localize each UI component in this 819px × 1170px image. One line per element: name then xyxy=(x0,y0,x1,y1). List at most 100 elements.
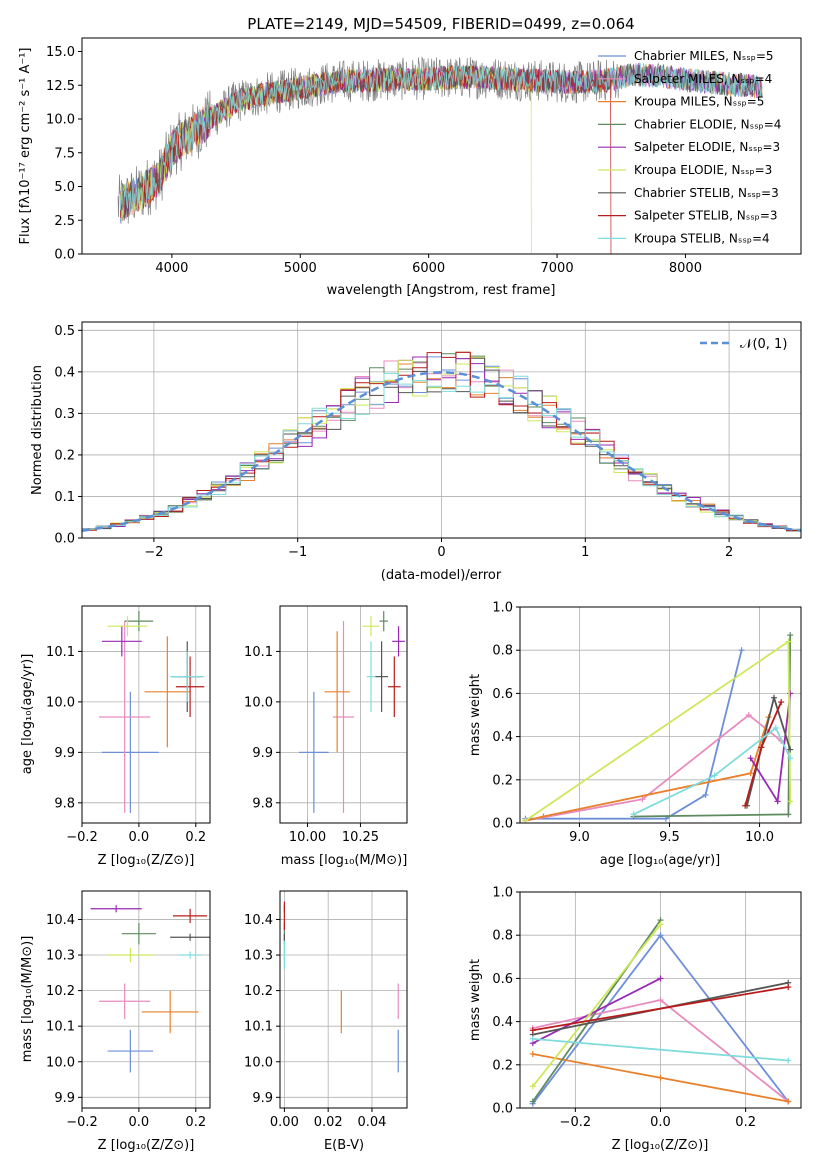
age-vs-metallicity-frame xyxy=(81,605,211,824)
y-tick-label: 0.1 xyxy=(54,490,75,505)
weight-vs-metallicity-ylabel: mass weight xyxy=(468,959,483,1041)
weight-vs-age-panel: 9.0 9.5 10.0 0.0 0.2 0.4 0.6 0.8 1.0 age [log₁₀(… xyxy=(468,601,802,868)
y-tick-label: 10.3 xyxy=(46,949,75,964)
mass-vs-extinction-axes: 0.00 0.02 0.04 9.9 10.0 10.1 10.2 10.3 10.4 xyxy=(244,891,407,1130)
x-tick-label: −0.2 xyxy=(66,830,98,845)
x-tick-label: 9.0 xyxy=(569,830,590,845)
legend-label: Kroupa MILES, Nₛₛₚ=5 xyxy=(634,95,764,109)
y-tick-label: 0.4 xyxy=(492,730,513,745)
y-tick-label: 15.0 xyxy=(46,45,75,60)
y-tick-label: 12.5 xyxy=(46,79,75,94)
y-tick-label: 10.1 xyxy=(46,1020,75,1035)
y-tick-label: 10.0 xyxy=(46,113,75,128)
x-tick-label: 6000 xyxy=(412,261,445,276)
x-tick-label: −1 xyxy=(288,545,307,560)
y-tick-label: 0.2 xyxy=(492,1058,513,1073)
y-tick-label: 0.6 xyxy=(492,972,513,987)
mass-vs-metallicity-ylabel: mass [log₁₀(M/M⊙)] xyxy=(20,936,35,1063)
mass-vs-metallicity-frame xyxy=(81,890,211,1109)
weight-vs-age-xlabel: age [log₁₀(age/yr)] xyxy=(600,853,721,868)
x-tick-label: 0.00 xyxy=(270,1115,299,1130)
age-vs-metallicity-xlabel: Z [log₁₀(Z/Z⊙)] xyxy=(98,853,195,868)
y-tick-label: 10.4 xyxy=(244,913,273,928)
weight-line xyxy=(532,923,662,1087)
spectrum-frame xyxy=(81,37,802,255)
y-tick-label: 0.4 xyxy=(492,1015,513,1030)
residual-axes: −2 −1 0 1 2 0.0 0.1 0.2 0.3 0.4 0.5 xyxy=(54,322,801,560)
x-tick-label: 7000 xyxy=(541,261,574,276)
x-tick-label: 2 xyxy=(725,545,733,560)
legend-label: Salpeter ELODIE, Nₛₛₚ=3 xyxy=(634,140,780,154)
y-tick-label: 10.4 xyxy=(46,913,75,928)
spectrum-legend: Chabrier MILES, Nₛₛₚ=5 Salpeter MILES, Nₛ… xyxy=(598,49,781,245)
y-tick-label: 9.8 xyxy=(252,796,273,811)
residual-legend: 𝒩(0, 1) xyxy=(700,337,787,352)
weight-line xyxy=(525,649,743,820)
weight-line xyxy=(532,977,661,1045)
legend-label: Chabrier ELODIE, Nₛₛₚ=4 xyxy=(634,117,781,131)
x-tick-label: 5000 xyxy=(284,261,317,276)
x-tick-label: 0.02 xyxy=(314,1115,343,1130)
weight-line xyxy=(532,986,789,1032)
y-tick-label: 0.2 xyxy=(54,448,75,463)
y-tick-label: 10.0 xyxy=(244,695,273,710)
y-tick-label: 9.9 xyxy=(252,746,273,761)
y-tick-label: 10.2 xyxy=(46,984,75,999)
y-tick-label: 9.8 xyxy=(54,796,75,811)
legend-label: Kroupa ELODIE, Nₛₛₚ=3 xyxy=(634,163,772,177)
x-tick-label: 0.0 xyxy=(129,830,150,845)
y-tick-label: 0.2 xyxy=(492,773,513,788)
legend-label: Kroupa STELIB, Nₛₛₚ=4 xyxy=(634,231,770,245)
residual-ylabel: Normed distribution xyxy=(30,365,45,495)
y-tick-label: 10.2 xyxy=(244,984,273,999)
y-tick-label: 0.0 xyxy=(54,248,75,263)
mass-vs-metallicity-axes: −0.2 0.0 0.2 9.9 10.0 10.1 10.2 10.3 10.4 xyxy=(46,891,210,1130)
mass-vs-extinction-panel: 0.00 0.02 0.04 9.9 10.0 10.1 10.2 10.3 10.4 E(B-… xyxy=(244,890,408,1153)
legend-label: Salpeter STELIB, Nₛₛₚ=3 xyxy=(634,209,778,223)
age-vs-mass-panel: 10.00 10.25 9.8 9.9 10.0 10.1 mass [log₁₀(M/M… xyxy=(244,605,408,868)
x-tick-label: 0.0 xyxy=(650,1115,671,1130)
weight-vs-metallicity-lines xyxy=(529,917,792,1107)
y-tick-label: 1.0 xyxy=(492,886,513,901)
y-tick-label: 9.9 xyxy=(54,746,75,761)
y-tick-label: 0.0 xyxy=(54,532,75,547)
y-tick-label: 7.5 xyxy=(54,146,75,161)
residual-histogram xyxy=(82,372,801,533)
y-tick-label: 0.5 xyxy=(54,324,75,339)
legend-label: Chabrier STELIB, Nₛₛₚ=3 xyxy=(634,186,779,200)
y-tick-label: 10.1 xyxy=(244,645,273,660)
x-tick-label: 4000 xyxy=(155,261,188,276)
residual-panel: −2 −1 0 1 2 0.0 0.1 0.2 0.3 0.4 0.5 (data-model)/e… xyxy=(30,321,802,583)
y-tick-label: 0.0 xyxy=(492,1102,513,1117)
x-tick-label: 0.2 xyxy=(185,830,206,845)
x-tick-label: 0.2 xyxy=(735,1115,756,1130)
y-tick-label: 0.8 xyxy=(492,644,513,659)
x-tick-label: 10.00 xyxy=(289,830,326,845)
age-vs-mass-xlabel: mass [log₁₀(M/M⊙)] xyxy=(281,853,408,868)
y-tick-label: 2.5 xyxy=(54,214,75,229)
y-tick-label: 0.0 xyxy=(492,817,513,832)
weight-line xyxy=(525,716,770,822)
mass-vs-extinction-xlabel: E(B-V) xyxy=(324,1138,364,1153)
y-tick-label: 10.1 xyxy=(46,645,75,660)
legend-label: Salpeter MILES, Nₛₛₚ=4 xyxy=(634,72,772,86)
residual-frame xyxy=(81,321,802,539)
x-tick-label: 10.25 xyxy=(342,830,379,845)
y-tick-label: 1.0 xyxy=(492,601,513,616)
x-tick-label: −0.2 xyxy=(66,1115,98,1130)
y-tick-label: 5.0 xyxy=(54,180,75,195)
weight-vs-metallicity-xlabel: Z [log₁₀(Z/Z⊙)] xyxy=(612,1138,709,1153)
mass-vs-metallicity-xlabel: Z [log₁₀(Z/Z⊙)] xyxy=(98,1138,195,1153)
y-tick-label: 10.3 xyxy=(244,949,273,964)
x-tick-label: 1 xyxy=(581,545,589,560)
mass-vs-metallicity-panel: −0.2 0.0 0.2 9.9 10.0 10.1 10.2 10.3 10.4 Z [log… xyxy=(20,890,211,1153)
x-tick-label: −2 xyxy=(144,545,163,560)
age-vs-metallicity-axes: −0.2 0.0 0.2 9.8 9.9 10.0 10.1 xyxy=(46,606,210,845)
age-vs-mass-frame xyxy=(279,605,408,824)
model-spectrum-line xyxy=(120,63,763,216)
normal-legend-label: 𝒩(0, 1) xyxy=(740,337,787,352)
x-tick-label: 10.0 xyxy=(745,830,774,845)
x-tick-label: 9.5 xyxy=(659,830,680,845)
x-tick-label: 0.2 xyxy=(185,1115,206,1130)
